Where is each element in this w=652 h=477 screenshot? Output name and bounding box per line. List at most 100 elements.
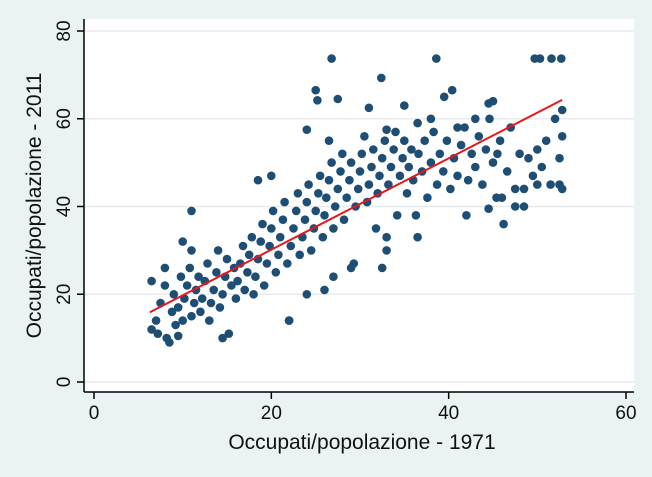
data-point [519, 202, 529, 211]
data-point [342, 193, 352, 202]
data-point [369, 145, 378, 154]
data-point [329, 272, 338, 282]
data-point [528, 171, 538, 181]
data-point [471, 162, 480, 172]
data-point [550, 114, 560, 124]
data-point [284, 316, 294, 325]
data-point [314, 189, 323, 198]
data-point [547, 54, 556, 63]
y-tick-label: 0 [54, 377, 75, 388]
data-point [345, 175, 354, 185]
data-point [413, 232, 422, 242]
data-point [329, 224, 338, 233]
data-point [456, 140, 466, 150]
data-point [453, 171, 462, 181]
data-point [259, 281, 269, 290]
data-point [541, 136, 551, 145]
data-point [338, 149, 347, 159]
data-point [302, 197, 312, 207]
data-point [251, 272, 260, 282]
data-point [391, 127, 400, 137]
data-point [462, 211, 471, 220]
data-point [426, 114, 436, 124]
data-point [333, 184, 343, 194]
data-point [315, 171, 325, 181]
data-point [238, 241, 248, 251]
data-point [189, 298, 199, 308]
data-point [324, 175, 334, 185]
x-tick-label: 60 [615, 403, 636, 424]
data-point [313, 96, 322, 105]
data-point [218, 290, 227, 299]
data-point [224, 329, 234, 339]
data-point [147, 325, 156, 334]
data-point [382, 232, 391, 242]
data-point [533, 180, 542, 189]
data-point [533, 145, 542, 154]
data-point [215, 303, 225, 312]
data-point [380, 136, 390, 145]
data-point [233, 276, 242, 286]
data-point [213, 246, 223, 255]
data-point [377, 263, 387, 273]
data-point [375, 171, 384, 181]
data-point [442, 136, 452, 145]
data-point [218, 333, 227, 343]
data-point [411, 211, 421, 220]
data-point [519, 184, 529, 194]
data-point [147, 276, 156, 286]
data-point [557, 132, 567, 141]
data-point [262, 259, 272, 268]
data-point [339, 215, 349, 224]
data-point [413, 118, 422, 128]
data-point [304, 180, 313, 189]
data-point [453, 123, 462, 132]
data-point [253, 175, 263, 185]
data-point [435, 149, 445, 159]
data-point [176, 272, 186, 282]
data-point [240, 285, 249, 295]
data-point [256, 237, 266, 246]
data-point [278, 215, 288, 224]
data-point [320, 211, 329, 220]
data-point [324, 136, 334, 145]
data-point [471, 114, 480, 124]
data-point [398, 153, 407, 163]
data-point [510, 184, 520, 194]
data-point [467, 149, 477, 159]
data-point [171, 320, 180, 330]
data-point [481, 145, 491, 154]
data-point [320, 285, 329, 295]
data-point [488, 96, 498, 106]
data-point [187, 246, 196, 255]
data-point [318, 232, 328, 242]
data-point [173, 303, 183, 312]
data-point [497, 193, 507, 202]
data-point [182, 281, 192, 290]
tick-marks [77, 30, 627, 399]
data-point [400, 136, 409, 145]
data-point [460, 123, 469, 132]
data-point [160, 281, 170, 290]
data-point [286, 241, 296, 251]
data-point [392, 211, 402, 220]
data-point [555, 153, 564, 163]
data-point [203, 259, 212, 268]
data-point [187, 311, 196, 321]
data-point [283, 259, 292, 268]
data-point [185, 263, 195, 273]
data-point [227, 281, 236, 290]
data-point [268, 206, 278, 216]
data-point [515, 149, 524, 159]
data-point [169, 290, 179, 299]
data-point [407, 145, 416, 154]
data-point [474, 132, 484, 141]
data-point [423, 193, 432, 202]
data-point [209, 285, 218, 295]
data-point [187, 206, 196, 216]
data-point [249, 290, 258, 299]
data-point [280, 197, 289, 207]
y-tick-label: 40 [54, 196, 75, 217]
x-tick-label: 40 [438, 403, 459, 424]
data-point [291, 206, 301, 216]
